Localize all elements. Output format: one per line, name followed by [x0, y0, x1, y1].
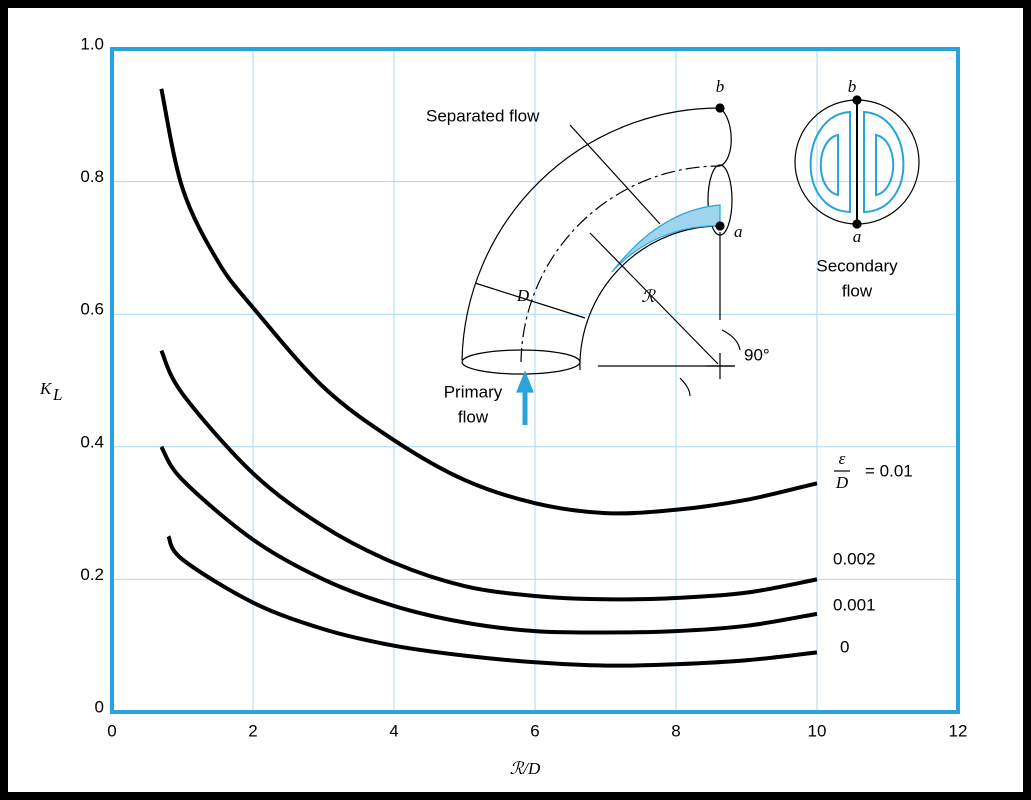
- annotation: a: [734, 222, 743, 241]
- pipe-centerline: [520, 165, 721, 363]
- series-label: 0.002: [833, 549, 876, 568]
- pipe-bend-diagram: [461, 95, 920, 425]
- x-tick-label: 6: [530, 721, 539, 740]
- annotation: Primary: [444, 382, 503, 401]
- section-point-a: [852, 219, 862, 229]
- annotation: D: [516, 286, 530, 305]
- epsilon: ε: [839, 449, 846, 468]
- curve: [159, 445, 818, 635]
- x-tick-label: 4: [389, 721, 398, 740]
- angle-arc-bottom: [679, 377, 691, 397]
- series-label: 0.001: [833, 595, 876, 614]
- annotation: 90°: [744, 345, 770, 364]
- radius-line: [589, 232, 719, 365]
- x-tick-label: 12: [949, 721, 968, 740]
- pipe-outer-wall: [461, 107, 721, 361]
- x-tick-label: 8: [671, 721, 680, 740]
- annotation: Secondary: [816, 256, 898, 275]
- series-label: 0: [840, 637, 849, 656]
- annotation: flow: [458, 407, 489, 426]
- annotation: b: [716, 77, 725, 96]
- annotation: b: [848, 77, 857, 96]
- y-tick-label: 1.0: [80, 34, 104, 53]
- annotation: flow: [842, 281, 873, 300]
- x-tick-label: 0: [107, 721, 116, 740]
- secondary-vortex-right: [863, 110, 905, 214]
- point-a: [715, 221, 725, 231]
- y-tick-label: 0.4: [80, 432, 104, 451]
- secondary-vortex-left: [809, 110, 851, 214]
- plot-frame: [110, 47, 960, 714]
- y-tick-label: 0.6: [80, 300, 104, 319]
- annotation: a: [853, 227, 862, 246]
- diameter-line: [474, 282, 586, 319]
- section-point-b: [852, 95, 862, 105]
- series-label: = 0.01: [865, 461, 913, 480]
- pipe-inner-wall: [579, 225, 721, 371]
- y-axis-label: K: [39, 379, 53, 398]
- pipe-outlet-upper: [719, 107, 732, 167]
- y-axis-label-subscript: L: [52, 385, 62, 404]
- annotation: Separated flow: [426, 106, 540, 125]
- pipe-inlet: [461, 349, 581, 375]
- denominator: D: [835, 473, 849, 492]
- primary-flow-arrowhead: [516, 370, 534, 393]
- x-tick-label: 10: [808, 721, 827, 740]
- curves: [159, 88, 818, 668]
- grid: [110, 47, 960, 714]
- y-tick-label: 0.8: [80, 167, 104, 186]
- curve: [166, 535, 818, 668]
- annotation: ℛ: [641, 287, 656, 306]
- y-tick-label: 0: [95, 697, 104, 716]
- curve: [159, 349, 818, 602]
- curve: [159, 88, 818, 516]
- x-tick-label: 2: [248, 721, 257, 740]
- point-b: [715, 103, 725, 113]
- separated-leader: [569, 124, 661, 225]
- y-tick-label: 0.2: [80, 565, 104, 584]
- angle-arc-top: [721, 329, 741, 351]
- x-axis-label: ℛ/D: [510, 759, 541, 778]
